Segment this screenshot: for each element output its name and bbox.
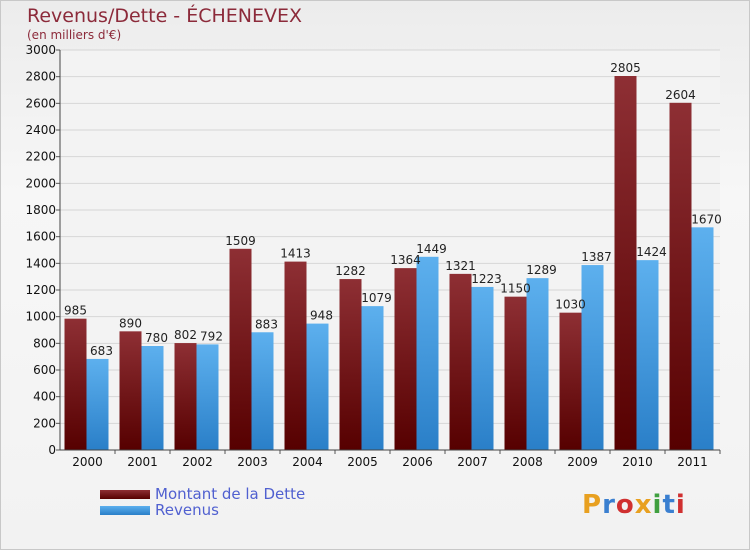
data-label-debt: 802 bbox=[174, 328, 197, 342]
data-label-revenue: 1223 bbox=[471, 272, 502, 286]
bar-revenue bbox=[691, 227, 714, 450]
x-tick-label: 2002 bbox=[182, 455, 213, 469]
bar-debt bbox=[339, 279, 362, 450]
data-label-debt: 1321 bbox=[445, 259, 476, 273]
x-tick-label: 2006 bbox=[402, 455, 433, 469]
bars bbox=[64, 76, 714, 451]
bar-revenue bbox=[361, 306, 384, 450]
data-label-revenue: 792 bbox=[200, 329, 223, 343]
y-tick-label: 2000 bbox=[25, 176, 56, 190]
bar-debt bbox=[559, 312, 582, 450]
data-label-debt: 1030 bbox=[555, 298, 586, 312]
data-label-debt: 1364 bbox=[390, 253, 421, 267]
x-tick-label: 2003 bbox=[237, 455, 268, 469]
data-label-debt: 1282 bbox=[335, 264, 366, 278]
data-label-revenue: 948 bbox=[310, 309, 333, 323]
bar-revenue bbox=[471, 286, 494, 450]
bar-revenue bbox=[636, 260, 659, 450]
x-tick-label: 2008 bbox=[512, 455, 543, 469]
gridlines bbox=[60, 49, 720, 451]
y-tick-label: 1600 bbox=[25, 230, 56, 244]
logo-letter: i bbox=[675, 490, 686, 520]
x-tick-label: 2007 bbox=[457, 455, 488, 469]
y-tick-label: 2200 bbox=[25, 150, 56, 164]
y-tick-label: 1400 bbox=[25, 256, 56, 270]
x-tick-label: 2004 bbox=[292, 455, 323, 469]
x-tick-label: 2001 bbox=[127, 455, 158, 469]
logo-letter: t bbox=[662, 490, 676, 520]
bar-debt bbox=[669, 102, 692, 451]
bar-debt bbox=[64, 318, 87, 450]
y-tick-label: 2600 bbox=[25, 96, 56, 110]
proxiti-logo: Proxiti bbox=[582, 490, 686, 520]
logo-letter: i bbox=[652, 490, 663, 520]
bar-revenue bbox=[251, 332, 274, 450]
bar-debt bbox=[229, 248, 252, 450]
logo-letter: o bbox=[615, 490, 635, 520]
data-label-revenue: 780 bbox=[145, 331, 168, 345]
data-label-debt: 890 bbox=[119, 316, 142, 330]
data-label-revenue: 1289 bbox=[526, 263, 557, 277]
plot-area bbox=[60, 50, 720, 450]
y-tick-label: 1800 bbox=[25, 203, 56, 217]
data-label-revenue: 1424 bbox=[636, 245, 667, 259]
y-tick-label: 400 bbox=[33, 390, 56, 404]
data-label-revenue: 1670 bbox=[691, 212, 722, 226]
data-label-revenue: 883 bbox=[255, 317, 278, 331]
logo-letter: P bbox=[582, 490, 603, 520]
y-tick-label: 800 bbox=[33, 336, 56, 350]
y-tick-label: 0 bbox=[48, 443, 56, 457]
bar-revenue bbox=[141, 346, 164, 450]
y-tick-label: 1000 bbox=[25, 310, 56, 324]
data-label-debt: 1413 bbox=[280, 247, 311, 261]
y-tick-label: 3000 bbox=[25, 43, 56, 57]
legend-label-debt: Montant de la Dette bbox=[155, 485, 306, 503]
y-tick-label: 2800 bbox=[25, 70, 56, 84]
x-tick-label: 2009 bbox=[567, 455, 598, 469]
logo-letter: r bbox=[602, 490, 616, 520]
data-label-revenue: 1449 bbox=[416, 242, 447, 256]
bar-debt bbox=[119, 331, 142, 450]
axes: 0 200 400 600 800 1000 1200 1400 1600 1800 2000 220… bbox=[25, 43, 721, 469]
chart-title: Revenus/Dette - ÉCHENEVEX bbox=[27, 5, 302, 27]
bar-revenue bbox=[581, 265, 604, 450]
legend-swatch-revenue bbox=[100, 506, 150, 515]
bar-revenue bbox=[86, 358, 109, 450]
logo-letter: x bbox=[634, 490, 653, 520]
y-tick-label: 200 bbox=[33, 416, 56, 430]
bar-debt bbox=[394, 268, 417, 450]
data-label-revenue: 1387 bbox=[581, 250, 612, 264]
bar-debt bbox=[504, 296, 527, 450]
data-label-debt: 2805 bbox=[610, 61, 641, 75]
data-label-revenue: 683 bbox=[90, 344, 113, 358]
legend-swatch-debt bbox=[100, 490, 150, 499]
y-tick-label: 1200 bbox=[25, 283, 56, 297]
bar-revenue bbox=[196, 344, 219, 450]
legend-label-revenue: Revenus bbox=[155, 501, 219, 519]
x-tick-label: 2000 bbox=[72, 455, 103, 469]
x-tick-label: 2011 bbox=[677, 455, 708, 469]
data-label-debt: 985 bbox=[64, 304, 87, 318]
data-label-debt: 1150 bbox=[500, 282, 531, 296]
bar-debt bbox=[174, 343, 197, 450]
bar-debt bbox=[449, 273, 472, 450]
x-tick-label: 2005 bbox=[347, 455, 378, 469]
data-label-debt: 1509 bbox=[225, 234, 256, 248]
data-label-revenue: 1079 bbox=[361, 291, 392, 305]
chart-subtitle: (en milliers d'€) bbox=[27, 28, 122, 42]
x-tick-label: 2010 bbox=[622, 455, 653, 469]
bar-revenue bbox=[306, 323, 329, 450]
bar-revenue bbox=[526, 278, 549, 450]
bar-revenue bbox=[416, 256, 439, 450]
bar-debt bbox=[614, 76, 637, 450]
bar-debt bbox=[284, 261, 307, 450]
y-tick-label: 2400 bbox=[25, 123, 56, 137]
data-label-debt: 2604 bbox=[665, 88, 696, 102]
y-tick-label: 600 bbox=[33, 363, 56, 377]
